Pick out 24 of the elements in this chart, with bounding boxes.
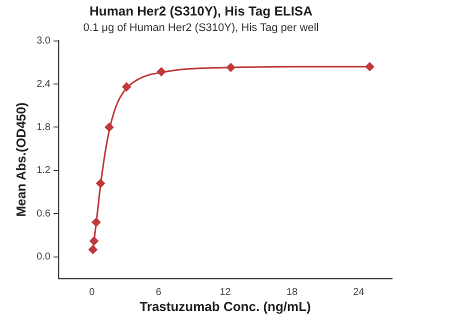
x-tick-label: 12: [220, 287, 232, 298]
chart-subtitle: 0.1 μg of Human Her2 (S310Y), His Tag per well: [83, 22, 319, 34]
point: [96, 178, 106, 188]
point: [90, 236, 99, 246]
point: [104, 122, 114, 132]
point: [365, 62, 374, 72]
point: [156, 67, 166, 76]
x-tick-label: 6: [156, 287, 162, 298]
y-tick-label: 3.0: [36, 36, 51, 47]
chart-title: Human Her2 (S310Y), His Tag ELISA: [90, 3, 314, 18]
x-axis-title: Trastuzumab Conc. (ng/mL): [140, 298, 311, 314]
y-tick-label: 0.6: [36, 208, 51, 220]
x-tick-label: 24: [353, 287, 365, 298]
y-axis-title: Mean Abs.(OD450): [13, 102, 28, 217]
point: [92, 218, 101, 227]
y-tick-label: 2.4: [36, 78, 51, 90]
x-tick-label: 18: [286, 287, 298, 298]
point: [122, 82, 132, 92]
y-tick-label: 1.2: [36, 165, 51, 176]
y-tick-label: 1.8: [36, 122, 51, 133]
point: [226, 62, 236, 72]
x-tick-label: 0: [89, 287, 96, 298]
y-tick-label: 0.0: [36, 252, 51, 263]
point: [88, 245, 98, 254]
